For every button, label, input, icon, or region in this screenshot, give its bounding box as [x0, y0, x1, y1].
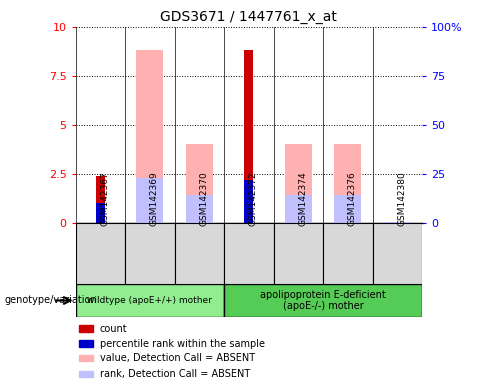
Bar: [96, 176, 105, 223]
Text: genotype/variation: genotype/variation: [5, 295, 98, 305]
Bar: [274, 223, 323, 284]
Bar: [186, 144, 213, 223]
Bar: [186, 195, 213, 223]
Text: rank, Detection Call = ABSENT: rank, Detection Call = ABSENT: [100, 369, 250, 379]
Bar: [373, 223, 422, 284]
Bar: [79, 371, 93, 377]
Text: GSM142372: GSM142372: [249, 171, 258, 226]
Text: value, Detection Call = ABSENT: value, Detection Call = ABSENT: [100, 353, 255, 363]
Bar: [79, 355, 93, 361]
Bar: [384, 222, 411, 223]
Text: GSM142376: GSM142376: [348, 171, 357, 226]
Bar: [334, 144, 362, 223]
Bar: [136, 178, 163, 223]
Bar: [79, 340, 93, 347]
Title: GDS3671 / 1447761_x_at: GDS3671 / 1447761_x_at: [161, 10, 337, 25]
Bar: [224, 284, 422, 317]
Text: count: count: [100, 323, 127, 334]
Bar: [125, 223, 175, 284]
Bar: [136, 50, 163, 223]
Bar: [244, 180, 253, 223]
Text: GSM142380: GSM142380: [397, 171, 407, 226]
Text: GSM142374: GSM142374: [298, 171, 307, 226]
Bar: [79, 325, 93, 332]
Bar: [175, 223, 224, 284]
Text: apolipoprotein E-deficient
(apoE-/-) mother: apolipoprotein E-deficient (apoE-/-) mot…: [260, 290, 386, 311]
Text: GSM142369: GSM142369: [150, 171, 159, 226]
Bar: [285, 195, 312, 223]
Bar: [285, 144, 312, 223]
Text: GSM142367: GSM142367: [101, 171, 109, 226]
Text: percentile rank within the sample: percentile rank within the sample: [100, 339, 265, 349]
Bar: [334, 195, 362, 223]
Bar: [244, 50, 253, 223]
Text: wildtype (apoE+/+) mother: wildtype (apoE+/+) mother: [87, 296, 212, 305]
Text: GSM142370: GSM142370: [200, 171, 208, 226]
Bar: [76, 223, 125, 284]
Bar: [76, 284, 224, 317]
Bar: [96, 203, 105, 223]
Bar: [224, 223, 274, 284]
Bar: [323, 223, 373, 284]
